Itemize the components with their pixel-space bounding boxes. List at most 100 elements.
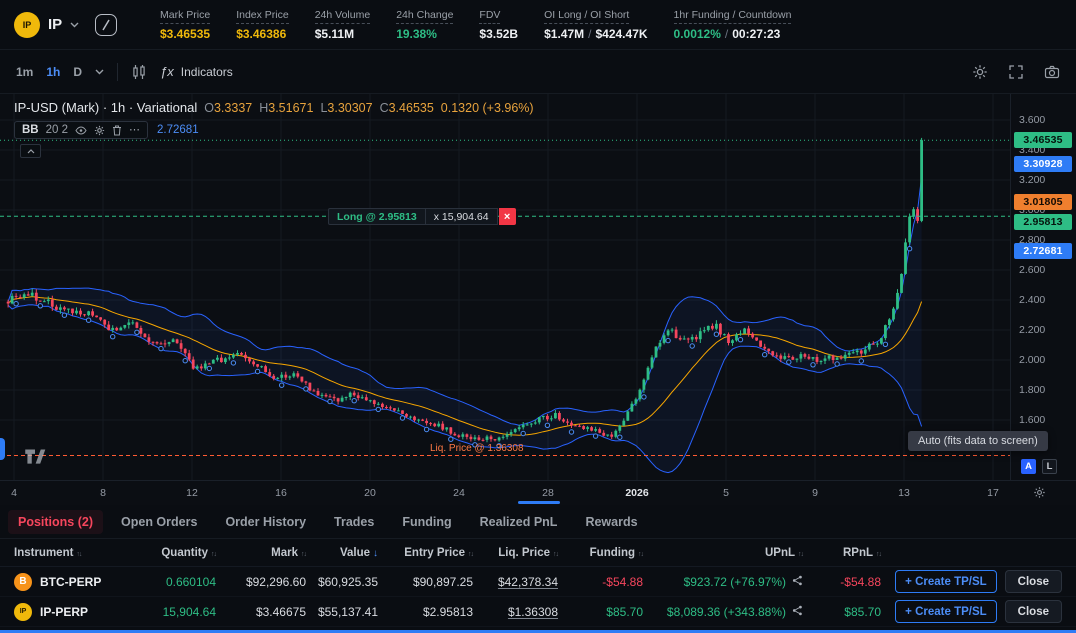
log-scale-button[interactable]: L — [1042, 459, 1057, 474]
time-tick-label: 12 — [186, 487, 198, 499]
entry-price-value: $2.95813 — [422, 604, 473, 619]
price-chart-canvas[interactable] — [0, 94, 1010, 480]
interval-1m[interactable]: 1m — [16, 64, 34, 79]
share-pnl-icon[interactable] — [792, 605, 803, 619]
rpnl-value: -$54.88 — [840, 574, 881, 589]
delete-indicator-trash-icon[interactable] — [112, 125, 122, 136]
drawing-toolbar-handle[interactable] — [0, 438, 5, 460]
time-tick-label: 20 — [364, 487, 376, 499]
eye-icon[interactable] — [75, 125, 87, 135]
price-badge: 2.72681 — [1014, 242, 1072, 259]
time-tick-label: 24 — [453, 487, 465, 499]
mark-value: $92,296.60 — [245, 574, 306, 589]
tab-funding[interactable]: Funding — [402, 514, 452, 529]
close-position-button[interactable]: Close — [1004, 600, 1062, 623]
price-tick-label: 1.600 — [1019, 413, 1046, 426]
sort-desc-icon: ↓ — [373, 547, 378, 559]
leverage-slider-icon[interactable] — [95, 13, 118, 36]
indicators-button[interactable]: ƒx Indicators — [160, 64, 233, 79]
col-quantity[interactable]: Quantity ↑↓ — [161, 546, 217, 559]
tab-trades[interactable]: Trades — [334, 514, 375, 529]
col-funding[interactable]: Funding ↑↓ — [589, 546, 644, 559]
indicator-settings-gear-icon[interactable] — [94, 125, 105, 136]
quantity-value: 15,904.64 — [162, 604, 216, 619]
candlestick-style-icon[interactable] — [131, 64, 147, 80]
sort-icon: ↑↓ — [638, 550, 644, 558]
interval-1d[interactable]: D — [73, 64, 83, 79]
col-value[interactable]: Value ↓ — [339, 546, 378, 559]
sort-icon: ↑↓ — [798, 550, 804, 558]
col-liq-price[interactable]: Liq. Price ↑↓ — [498, 546, 559, 559]
time-axis[interactable]: 4 8 12 16 20 24 28 2026 5 9 13 17 — [0, 480, 1076, 505]
market-header: IP IP Mark Price $3.46535 Index Price $3… — [0, 0, 1076, 50]
tab-rewards[interactable]: Rewards — [585, 514, 638, 529]
more-options-icon[interactable]: ⋯ — [129, 123, 141, 136]
tab-open-orders[interactable]: Open Orders — [121, 514, 198, 529]
liq-price-link[interactable]: $1.36308 — [507, 604, 558, 619]
price-tick-label: 3.200 — [1019, 173, 1046, 186]
funding-value: -$54.88 — [602, 574, 643, 589]
time-tick-label: 2026 — [625, 487, 649, 499]
auto-scale-tooltip: Auto (fits data to screen) — [908, 431, 1048, 451]
tradingview-logo[interactable] — [22, 443, 48, 474]
quantity-value: 0.660104 — [165, 574, 216, 589]
indicator-legend: BB 20 2 ⋯ 2.72681 — [14, 121, 199, 139]
col-instrument[interactable]: Instrument ↑↓ — [14, 546, 82, 559]
stat-funding-countdown: 1hr Funding / Countdown 0.0012% / 00:27:… — [673, 8, 792, 41]
change-value: 0.1320 (+3.96%) — [440, 101, 534, 115]
bb-indicator-pill[interactable]: BB 20 2 ⋯ — [14, 121, 149, 139]
price-badge: 3.30928 — [1014, 155, 1072, 172]
create-tpsl-button[interactable]: + Create TP/SL — [895, 570, 997, 593]
price-tick-label: 2.000 — [1019, 353, 1046, 366]
positions-table-header: Instrument ↑↓ Quantity ↑↓ Mark ↑↓ Value ↓ En… — [0, 539, 1076, 567]
col-entry-price[interactable]: Entry Price ↑↓ — [404, 546, 474, 559]
rpnl-value: $85.70 — [844, 604, 881, 619]
fullscreen-icon[interactable] — [1008, 64, 1024, 80]
table-horizontal-scrollbar[interactable] — [0, 630, 1076, 633]
close-position-icon[interactable]: × — [498, 208, 516, 225]
time-tick-label: 13 — [898, 487, 910, 499]
time-tick-label: 4 — [11, 487, 17, 499]
axis-settings-gear-icon[interactable] — [1033, 486, 1046, 499]
sort-icon: ↑↓ — [76, 550, 82, 558]
col-mark[interactable]: Mark ↑↓ — [271, 546, 307, 559]
create-tpsl-button[interactable]: + Create TP/SL — [895, 600, 997, 623]
price-axis[interactable]: 3.6003.4003.2003.0002.8002.6002.4002.200… — [1010, 94, 1076, 480]
instrument-name: IP-PERP — [40, 604, 89, 619]
position-row-btc: B BTC-PERP 0.660104 $92,296.60 $60,925.3… — [0, 567, 1076, 597]
liq-price-line-label: Liq. Price @ 1.36308 — [430, 443, 524, 454]
screenshot-camera-icon[interactable] — [1044, 64, 1060, 80]
auto-scale-button[interactable]: A — [1021, 459, 1036, 474]
token-logo: IP — [14, 11, 40, 38]
tab-order-history[interactable]: Order History — [225, 514, 307, 529]
col-upnl[interactable]: UPnL ↑↓ — [764, 546, 804, 559]
horizontal-scrollbar-thumb[interactable] — [518, 501, 560, 504]
chart-symbol-info: IP-USD (Mark) · 1h · Variational O3.3337… — [14, 100, 534, 115]
stat-index-price: Index Price $3.46386 — [236, 8, 289, 41]
instrument-name: BTC-PERP — [40, 574, 102, 589]
collapse-legend-caret-icon[interactable] — [20, 144, 41, 158]
close-position-button[interactable]: Close — [1004, 570, 1062, 593]
chart-toolbar: 1m 1h D ƒx Indicators — [0, 50, 1076, 94]
tab-positions[interactable]: Positions (2) — [8, 509, 104, 534]
btc-coin-icon: B — [14, 572, 32, 591]
chart-settings-gear-icon[interactable] — [972, 64, 988, 80]
position-side-price: Long @ 2.95813 — [328, 208, 426, 225]
share-pnl-icon[interactable] — [792, 575, 803, 589]
tab-realized-pnl[interactable]: Realized PnL — [479, 514, 558, 529]
interval-dropdown-icon[interactable] — [95, 69, 104, 75]
liq-price-link[interactable]: $42,378.34 — [497, 574, 558, 589]
toolbar-divider — [117, 62, 119, 81]
interval-1h[interactable]: 1h — [46, 64, 61, 79]
upnl-value: $923.72 (+76.97%) — [683, 574, 786, 589]
time-tick-label: 8 — [100, 487, 106, 499]
chart-region: IP-USD (Mark) · 1h · Variational O3.3337… — [0, 94, 1076, 505]
symbol-selector[interactable]: IP IP — [14, 11, 134, 38]
bb-lower-value: 2.72681 — [157, 124, 199, 136]
col-rpnl[interactable]: RPnL ↑↓ — [842, 546, 882, 559]
time-tick-label: 9 — [812, 487, 818, 499]
sort-icon: ↑↓ — [211, 550, 217, 558]
position-entry-label[interactable]: Long @ 2.95813 x 15,904.64 × — [328, 208, 516, 225]
chevron-down-icon[interactable] — [70, 22, 79, 28]
